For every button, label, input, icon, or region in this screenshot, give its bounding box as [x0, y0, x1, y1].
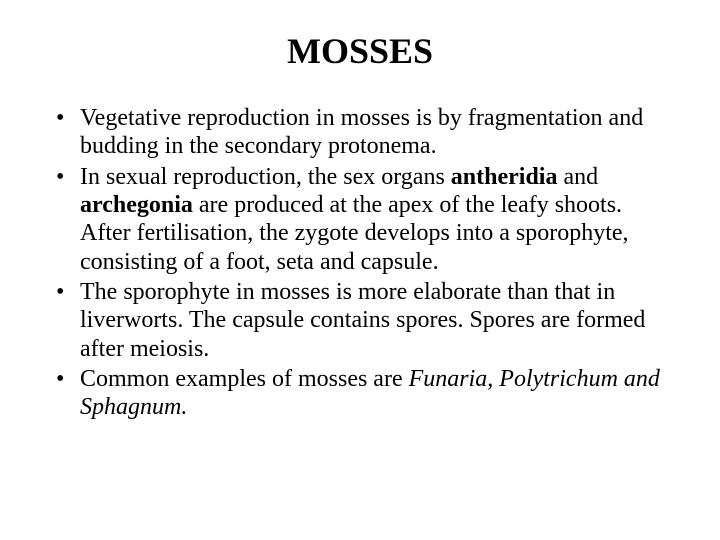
bullet-text-segment: archegonia	[80, 192, 193, 218]
bullet-text-segment: Vegetative reproduction in mosses is by …	[80, 105, 643, 159]
bullet-item: In sexual reproduction, the sex organs a…	[50, 163, 670, 276]
bullet-text-segment: The sporophyte in mosses is more elabora…	[80, 279, 645, 362]
bullet-text-segment: Common examples of mosses are	[80, 366, 409, 392]
bullet-text-segment: antheridia	[451, 164, 558, 190]
bullet-text-segment: In sexual reproduction, the sex organs	[80, 164, 451, 190]
bullet-item: Vegetative reproduction in mosses is by …	[50, 104, 670, 161]
slide-title: MOSSES	[50, 30, 670, 72]
bullet-text-segment: and	[557, 164, 598, 190]
bullet-item: Common examples of mosses are Funaria, P…	[50, 365, 670, 422]
slide: MOSSES Vegetative reproduction in mosses…	[0, 0, 720, 540]
bullet-item: The sporophyte in mosses is more elabora…	[50, 278, 670, 363]
bullet-list: Vegetative reproduction in mosses is by …	[50, 104, 670, 421]
